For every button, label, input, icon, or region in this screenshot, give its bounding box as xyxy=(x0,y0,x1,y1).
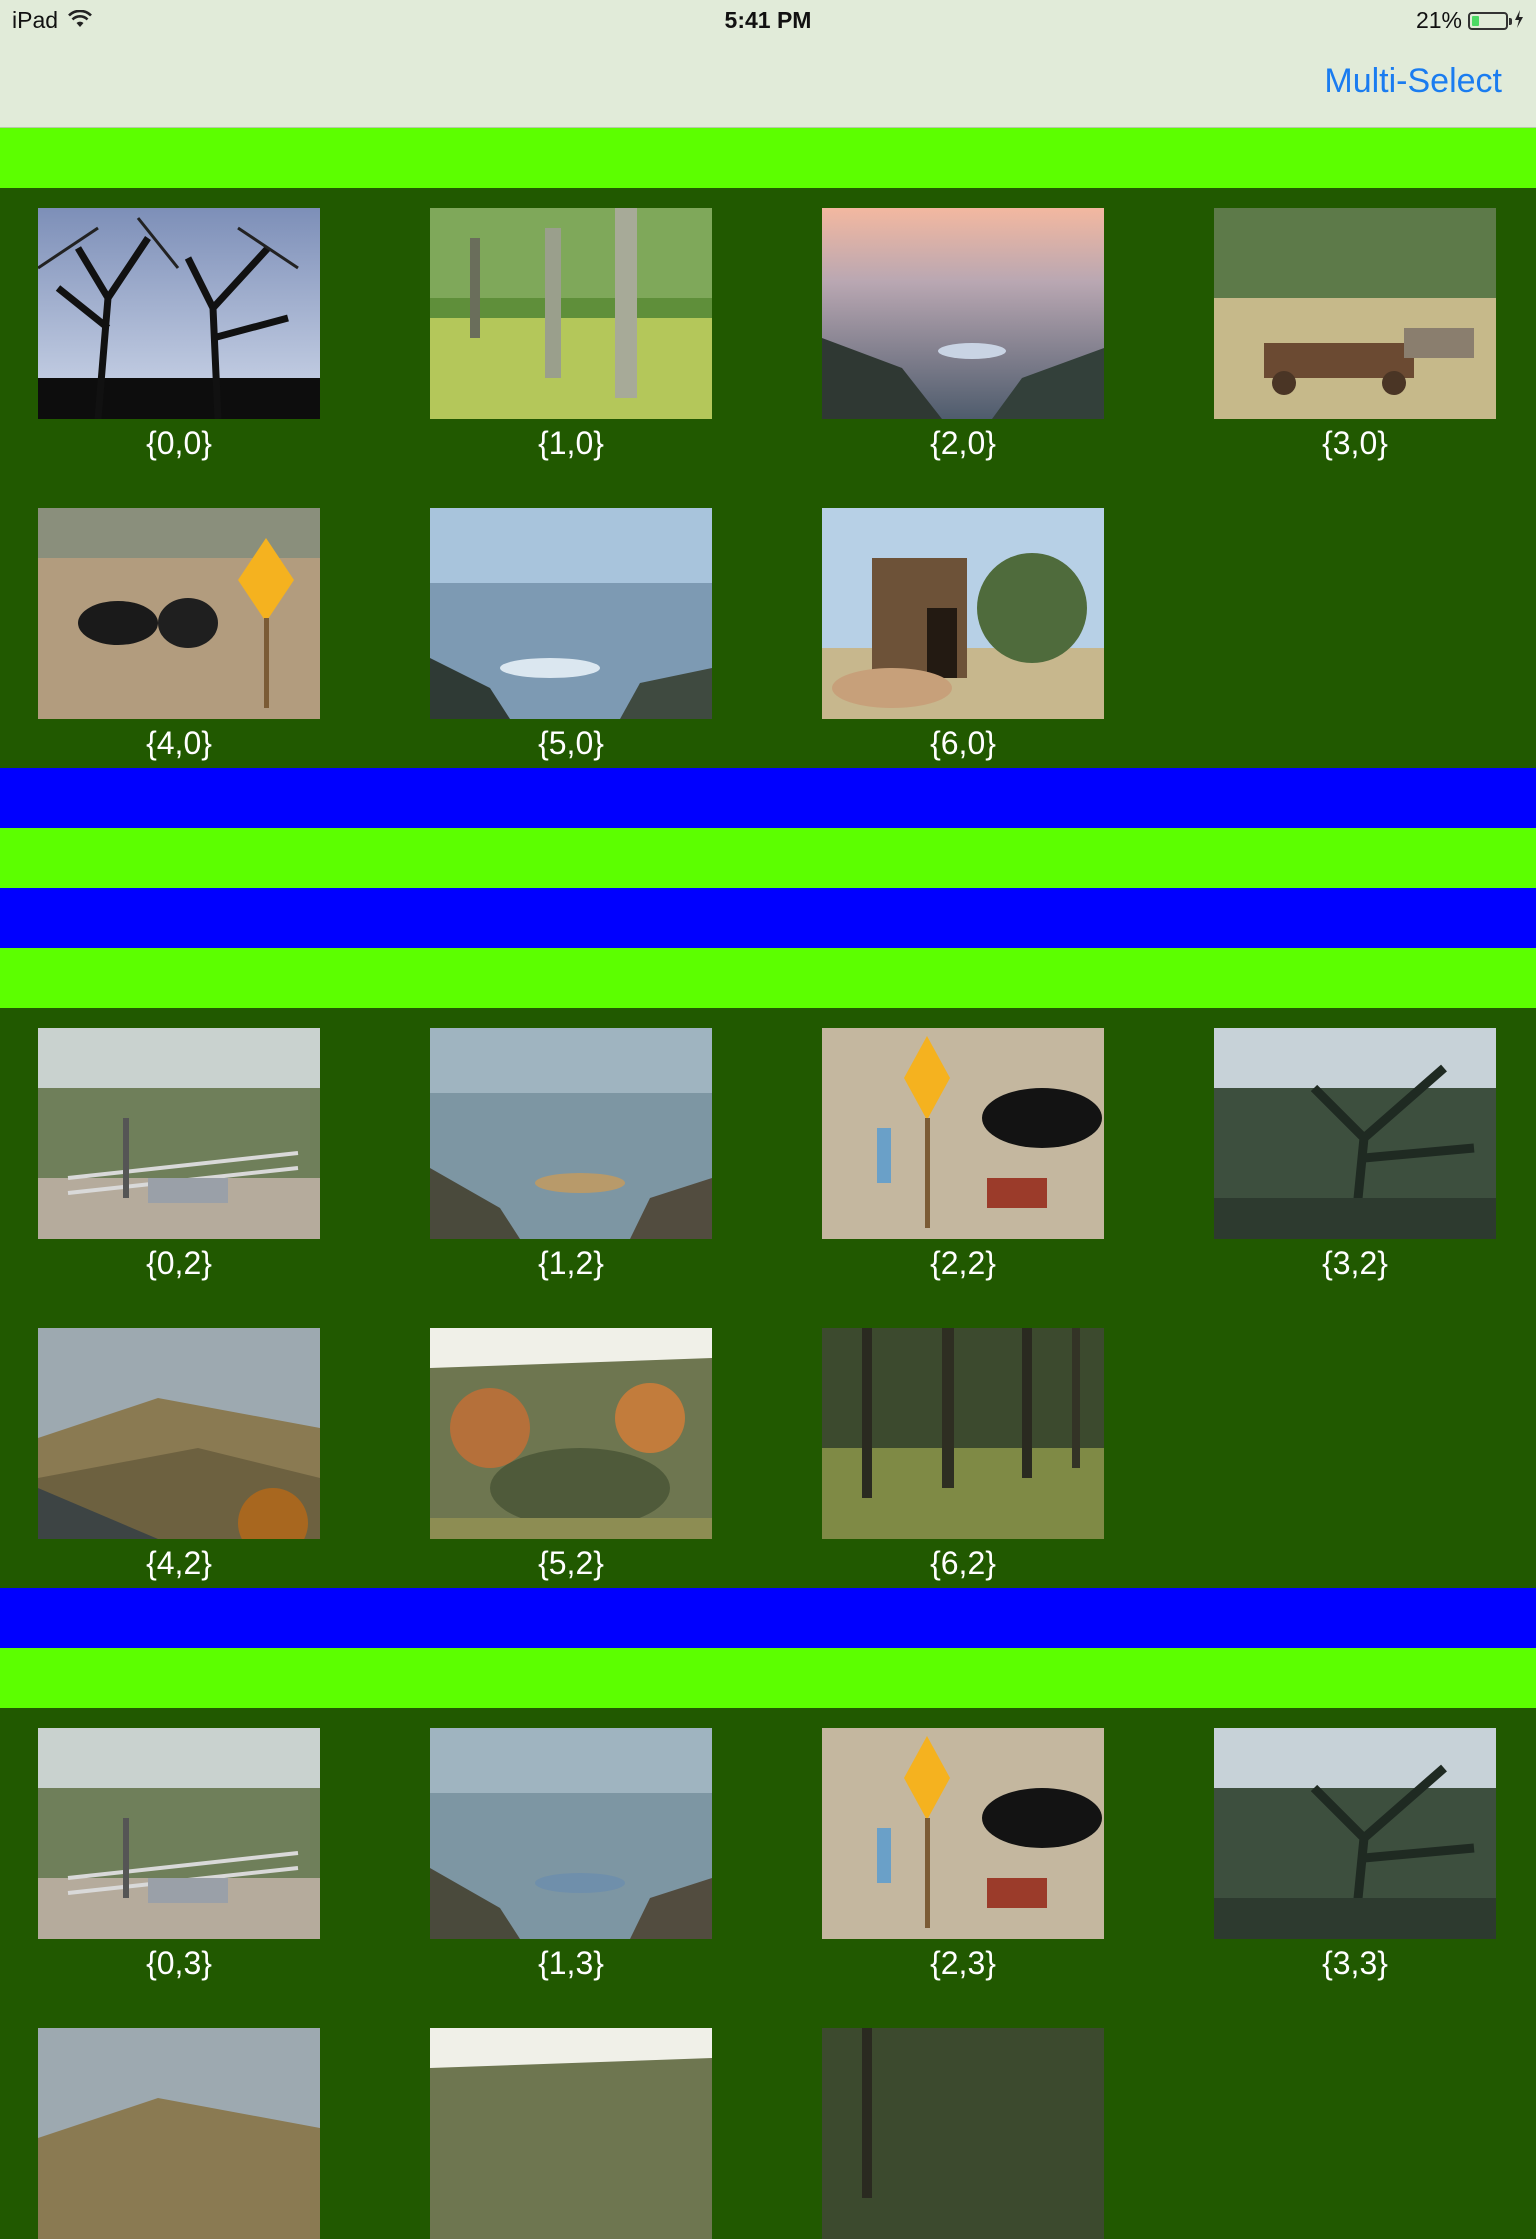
cell-label: {4,2} xyxy=(146,1545,212,1581)
photo-thumbnail[interactable] xyxy=(38,508,320,719)
photo-thumbnail[interactable] xyxy=(430,2028,712,2239)
multi-select-button[interactable]: Multi-Select xyxy=(1324,62,1502,100)
photo-thumbnail[interactable] xyxy=(822,1028,1104,1239)
cell-label: {3,2} xyxy=(1322,1245,1388,1281)
cell-label: {5,2} xyxy=(538,1545,604,1581)
cell-label: {0,3} xyxy=(146,1945,212,1981)
grid-cell[interactable]: {5,0} xyxy=(430,508,712,761)
photo-thumbnail[interactable] xyxy=(38,1728,320,1939)
status-right: 21% xyxy=(1416,7,1524,34)
grid-cell[interactable]: {1,0} xyxy=(430,208,712,461)
device-name: iPad xyxy=(12,7,59,33)
battery-icon xyxy=(1468,11,1512,30)
wifi-icon xyxy=(68,7,92,34)
photo-thumbnail[interactable] xyxy=(1214,208,1496,419)
section-1-footer xyxy=(0,888,1536,948)
grid-cell[interactable]: {0,0} xyxy=(38,208,320,461)
photo-thumbnail[interactable] xyxy=(430,1028,712,1239)
photo-thumbnail[interactable] xyxy=(822,1728,1104,1939)
photo-thumbnail[interactable] xyxy=(430,1728,712,1939)
photo-thumbnail[interactable] xyxy=(430,208,712,419)
photo-thumbnail[interactable] xyxy=(822,1328,1104,1539)
photo-thumbnail[interactable] xyxy=(430,1328,712,1539)
cell-label: {3,3} xyxy=(1322,1945,1388,1981)
grid-cell[interactable]: {6,2} xyxy=(822,1328,1104,1581)
battery-percent: 21% xyxy=(1415,7,1462,33)
cell-label: {1,2} xyxy=(538,1245,604,1281)
grid-cell[interactable]: {6,0} xyxy=(822,508,1104,761)
grid-cell[interactable]: {5,2} xyxy=(430,1328,712,1581)
section-0-footer xyxy=(0,768,1536,828)
cell-label: {6,2} xyxy=(930,1545,996,1581)
section-2-header xyxy=(0,948,1536,1008)
cell-label: {4,0} xyxy=(146,725,212,761)
photo-thumbnail[interactable] xyxy=(822,208,1104,419)
grid-cell[interactable]: {0,2} xyxy=(38,1028,320,1281)
grid-cell[interactable] xyxy=(430,2028,712,2239)
photo-thumbnail[interactable] xyxy=(430,508,712,719)
cell-label: {2,2} xyxy=(930,1245,996,1281)
photo-thumbnail[interactable] xyxy=(822,508,1104,719)
grid-cell[interactable]: {2,2} xyxy=(822,1028,1104,1281)
navigation-bar: Multi-Select xyxy=(0,40,1536,128)
grid-cell[interactable] xyxy=(822,2028,1104,2239)
status-left: iPad xyxy=(12,7,92,34)
grid-cell[interactable]: {2,3} xyxy=(822,1728,1104,1981)
grid-cell[interactable] xyxy=(38,2028,320,2239)
photo-thumbnail[interactable] xyxy=(822,2028,1104,2239)
cell-label: {0,0} xyxy=(146,425,212,461)
photo-thumbnail[interactable] xyxy=(38,1328,320,1539)
grid-cell[interactable]: {1,3} xyxy=(430,1728,712,1981)
section-1-header xyxy=(0,828,1536,888)
photo-thumbnail[interactable] xyxy=(38,2028,320,2239)
grid-cell[interactable]: {3,2} xyxy=(1214,1028,1496,1281)
cell-label: {2,3} xyxy=(930,1945,996,1981)
grid-cell[interactable]: {4,2} xyxy=(38,1328,320,1581)
cell-label: {2,0} xyxy=(930,425,996,461)
cell-label: {1,0} xyxy=(538,425,604,461)
cell-label: {6,0} xyxy=(930,725,996,761)
status-time: 5:41 PM xyxy=(724,7,812,33)
status-bar: iPad 5:41 PM 21% xyxy=(0,0,1536,40)
section-0-header xyxy=(0,128,1536,188)
grid-cell[interactable]: {2,0} xyxy=(822,208,1104,461)
photo-thumbnail[interactable] xyxy=(1214,1728,1496,1939)
cell-label: {1,3} xyxy=(538,1945,604,1981)
section-3-header xyxy=(0,1648,1536,1708)
grid-cell[interactable]: {0,3} xyxy=(38,1728,320,1981)
cell-label: {5,0} xyxy=(538,725,604,761)
grid-cell[interactable]: {3,3} xyxy=(1214,1728,1496,1981)
grid-cell[interactable]: {1,2} xyxy=(430,1028,712,1281)
grid-cell[interactable]: {3,0} xyxy=(1214,208,1496,461)
charging-icon xyxy=(1514,7,1524,34)
photo-thumbnail[interactable] xyxy=(1214,1028,1496,1239)
cell-label: {0,2} xyxy=(146,1245,212,1281)
photo-thumbnail[interactable] xyxy=(38,208,320,419)
grid-cell[interactable]: {4,0} xyxy=(38,508,320,761)
photo-thumbnail[interactable] xyxy=(38,1028,320,1239)
cell-label: {3,0} xyxy=(1322,425,1388,461)
section-2-footer xyxy=(0,1588,1536,1648)
